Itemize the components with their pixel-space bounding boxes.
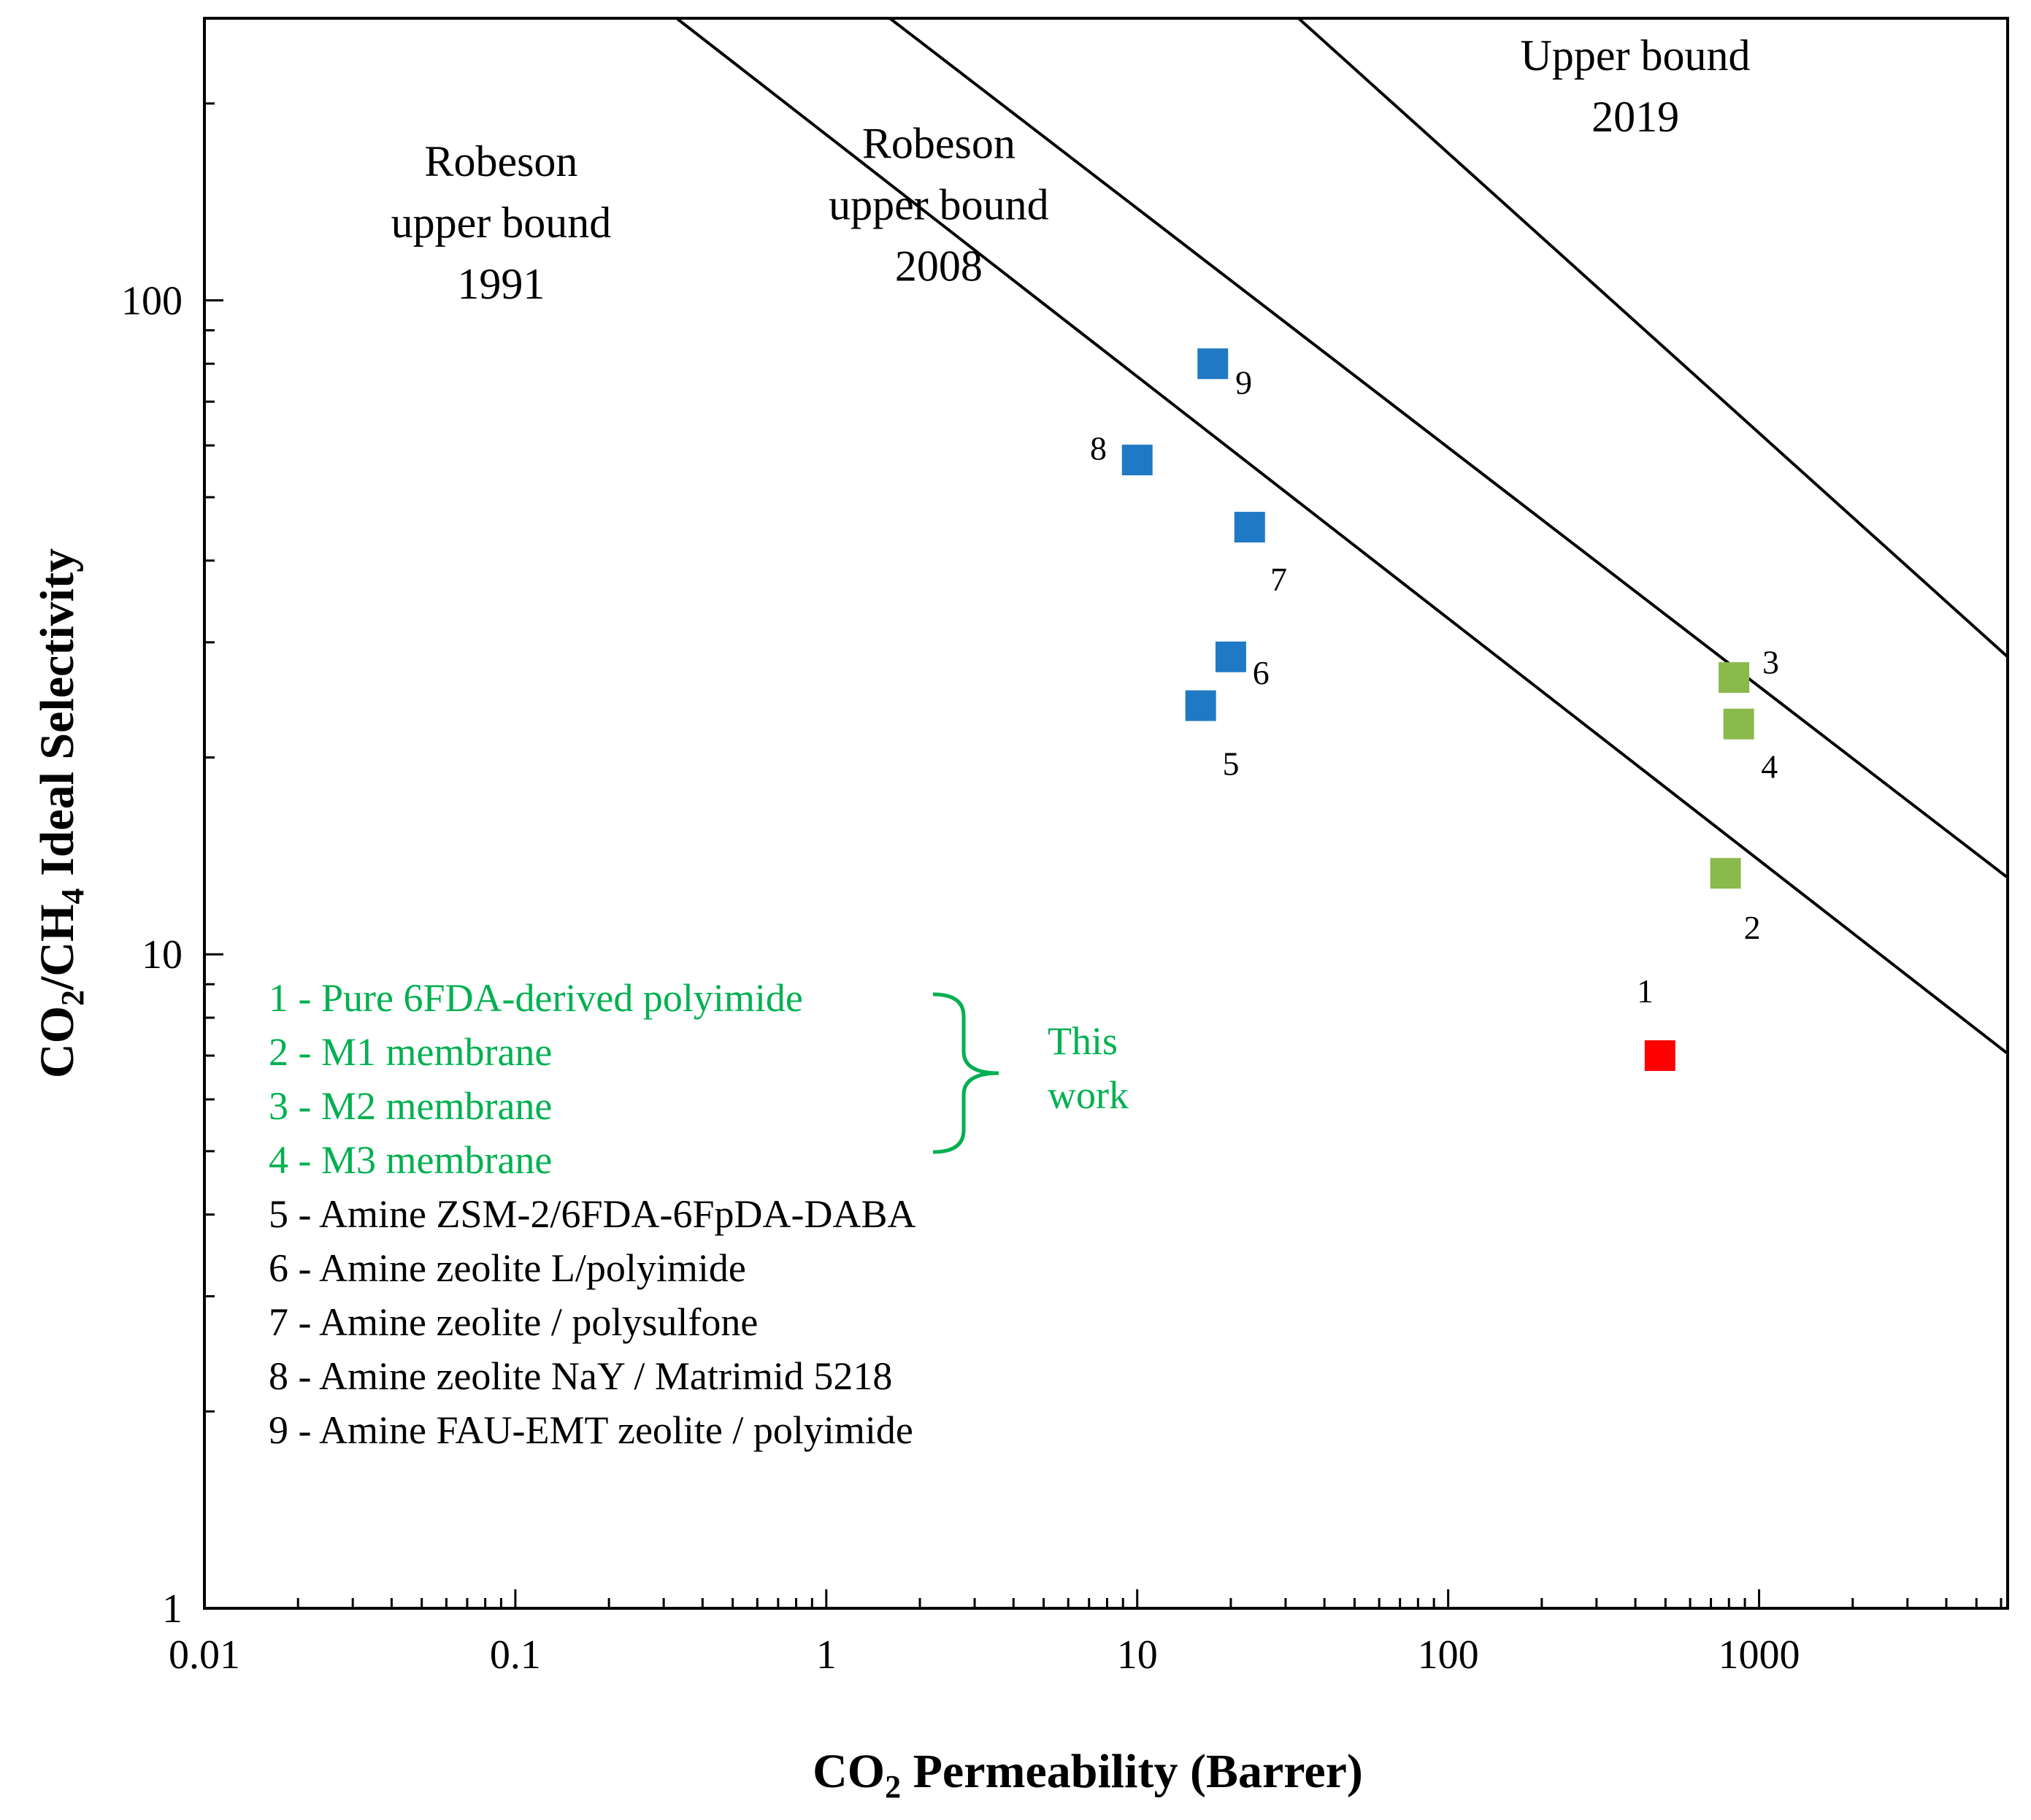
plot-area-frame bbox=[203, 17, 2009, 1610]
data-point-marker bbox=[1719, 662, 1750, 694]
x-axis-title: CO2 Permeability (Barrer) bbox=[813, 1745, 1363, 1805]
legend-item: 3 - M2 membrane bbox=[269, 1084, 552, 1128]
data-point-label: 2 bbox=[1744, 909, 1761, 946]
data-point-marker bbox=[1644, 1040, 1675, 1071]
upper-bound-label: Robeson bbox=[424, 137, 577, 185]
upper-bound-labels: Robeson upper bound 1991 Robeson upper bound… bbox=[391, 31, 1751, 308]
x-tick-label: 10 bbox=[1117, 1632, 1158, 1678]
this-work-text: This bbox=[1048, 1019, 1118, 1063]
data-point-label: 3 bbox=[1762, 644, 1779, 681]
upper-bound-line bbox=[888, 18, 2008, 879]
x-tick-label: 0.1 bbox=[490, 1632, 541, 1678]
y-tick-labels: 1 10 100 bbox=[121, 278, 183, 1632]
x-tick-label: 100 bbox=[1418, 1632, 1479, 1678]
y-tick-label: 1 bbox=[162, 1586, 183, 1632]
data-point-label: 5 bbox=[1222, 745, 1239, 782]
upper-bound-lines bbox=[675, 18, 2008, 1055]
x-tick-labels: 0.01 0.1 1 10 100 1000 bbox=[169, 1632, 1800, 1678]
data-point-labels: 1 2 3 4 5 6 7 8 9 bbox=[1090, 364, 1779, 1010]
upper-bound-line bbox=[1297, 18, 2008, 658]
x-major-ticks bbox=[203, 1589, 1761, 1608]
upper-bound-label: upper bound bbox=[391, 199, 612, 247]
legend-item: 7 - Amine zeolite / polysulfone bbox=[269, 1300, 758, 1344]
data-point-label: 9 bbox=[1235, 364, 1252, 401]
y-axis-title: CO2/CH4 Ideal Selectivity bbox=[31, 548, 91, 1078]
data-point-marker bbox=[1197, 348, 1229, 380]
x-tick-label: 0.01 bbox=[169, 1632, 240, 1678]
legend-item: 9 - Amine FAU-EMT zeolite / polyimide bbox=[269, 1408, 913, 1452]
upper-bound-label: upper bound bbox=[829, 181, 1049, 229]
data-points bbox=[1121, 348, 1754, 1071]
legend-item: 1 - Pure 6FDA-derived polyimide bbox=[269, 976, 803, 1020]
this-work-label: This work bbox=[1048, 1019, 1129, 1117]
y-minor-ticks bbox=[204, 102, 215, 1413]
upper-bound-label: 2019 bbox=[1592, 93, 1679, 141]
data-point-marker bbox=[1723, 708, 1754, 740]
data-point-marker bbox=[1234, 512, 1265, 543]
upper-bound-label: Upper bound bbox=[1521, 31, 1751, 80]
data-point-marker bbox=[1121, 445, 1153, 476]
data-point-label: 8 bbox=[1090, 429, 1107, 466]
legend-item: 8 - Amine zeolite NaY / Matrimid 5218 bbox=[269, 1354, 892, 1398]
data-point-marker bbox=[1185, 690, 1216, 721]
upper-bound-label: 2008 bbox=[895, 242, 983, 291]
legend: 1 - Pure 6FDA-derived polyimide 2 - M1 me… bbox=[269, 976, 916, 1452]
legend-item: 2 - M1 membrane bbox=[269, 1030, 552, 1074]
legend-item: 5 - Amine ZSM-2/6FDA-6FpDA-DABA bbox=[269, 1192, 916, 1236]
data-point-label: 6 bbox=[1253, 654, 1270, 691]
data-point-label: 1 bbox=[1637, 972, 1654, 1010]
legend-item: 6 - Amine zeolite L/polyimide bbox=[269, 1246, 746, 1290]
upper-bound-label: Robeson bbox=[862, 120, 1016, 168]
this-work-bracket bbox=[932, 992, 999, 1154]
upper-bound-label: 1991 bbox=[457, 260, 545, 308]
x-minor-ticks bbox=[296, 1598, 2003, 1608]
y-tick-label: 100 bbox=[121, 278, 183, 323]
upper-bound-line bbox=[675, 18, 2008, 1055]
data-point-marker bbox=[1710, 858, 1741, 889]
legend-item: 4 - M3 membrane bbox=[269, 1138, 552, 1182]
data-point-marker bbox=[1215, 641, 1246, 672]
x-tick-label: 1 bbox=[816, 1632, 837, 1678]
y-tick-label: 10 bbox=[142, 932, 183, 978]
this-work-text: work bbox=[1048, 1073, 1129, 1117]
data-point-label: 7 bbox=[1270, 561, 1287, 598]
data-point-label: 4 bbox=[1761, 748, 1778, 785]
x-tick-label: 1000 bbox=[1719, 1632, 1800, 1678]
